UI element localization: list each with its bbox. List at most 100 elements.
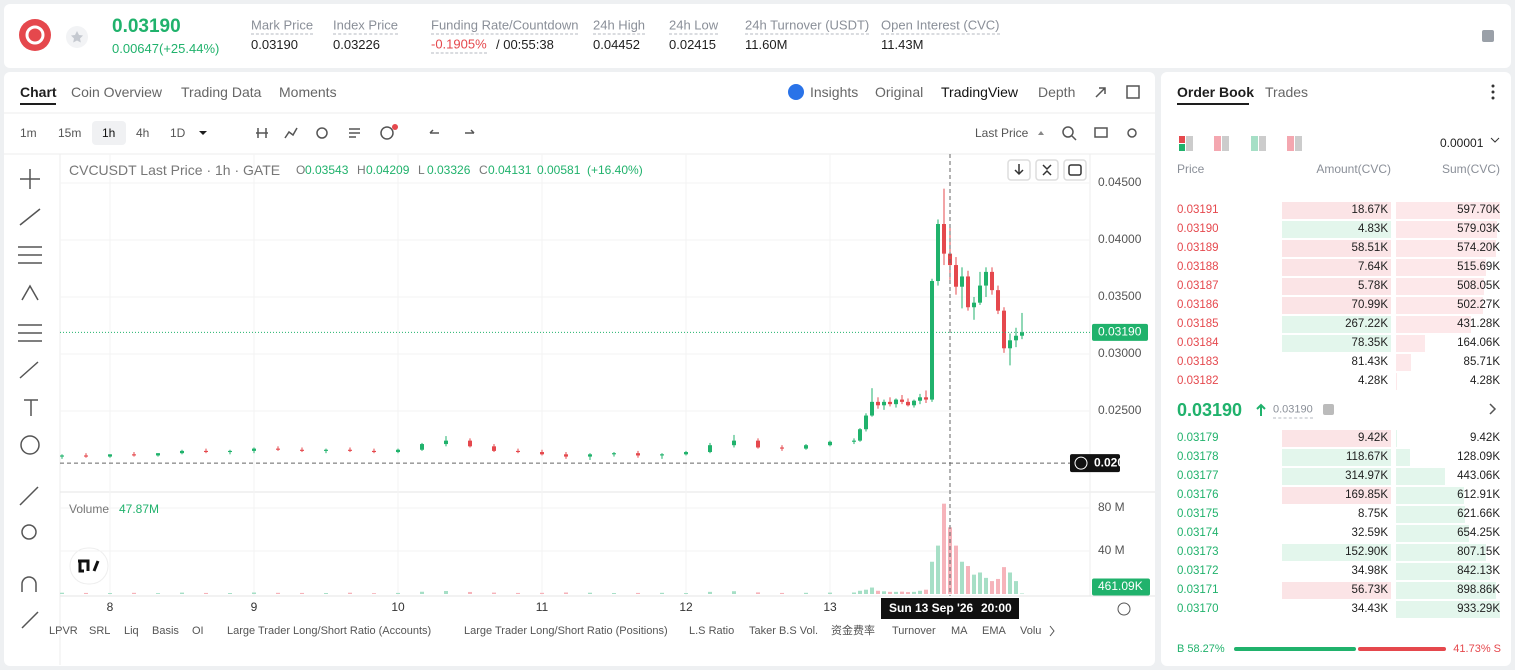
candle-body — [515, 450, 520, 453]
scroll-arrow[interactable] — [1049, 625, 1055, 637]
view-tab[interactable]: Original — [875, 84, 924, 100]
ohlc-value: 0.04131 — [488, 163, 532, 177]
amount-flash — [1282, 239, 1391, 257]
tab[interactable]: Moments — [279, 84, 337, 100]
book-price: 0.03187 — [1177, 280, 1219, 292]
x-tick-label: 9 — [251, 600, 258, 614]
volume-bar — [966, 566, 971, 594]
coin-logo-mark — [25, 25, 45, 45]
candle-body — [966, 276, 971, 308]
indicator[interactable]: Turnover — [892, 625, 936, 637]
candle-body — [347, 449, 352, 451]
depth-bar — [1396, 505, 1466, 523]
precision[interactable]: 0.00001 — [1440, 136, 1484, 150]
indicator[interactable]: MA — [951, 625, 968, 637]
tab[interactable]: Coin Overview — [71, 84, 163, 100]
x-tick-label: 11 — [536, 600, 549, 614]
chart-buttons[interactable] — [1007, 159, 1087, 181]
ohlc-value: 0.03326 — [427, 163, 471, 177]
book-price: 0.03191 — [1177, 204, 1219, 216]
indicator[interactable]: Taker B.S Vol. — [749, 625, 819, 637]
indicator[interactable]: SRL — [89, 625, 111, 637]
book-sum: 128.09K — [1457, 451, 1500, 463]
volume-bar — [155, 593, 160, 594]
candle-body — [419, 444, 424, 450]
window-icon[interactable] — [1126, 85, 1140, 99]
candle-body — [954, 265, 959, 287]
tab[interactable]: Chart — [20, 84, 57, 100]
book-sum: 933.29K — [1457, 603, 1500, 615]
book-price: 0.03178 — [1177, 451, 1219, 463]
depth-bar — [1396, 220, 1497, 238]
book-price: 0.03186 — [1177, 299, 1219, 311]
interval[interactable]: 15m — [58, 126, 82, 140]
view-tab[interactable]: TradingView — [941, 84, 1019, 100]
book-price: 0.03176 — [1177, 489, 1219, 501]
price-type[interactable]: Last Price — [975, 126, 1029, 140]
indicator[interactable]: EMA — [982, 625, 1006, 637]
volume-tick-label: 40 M — [1098, 543, 1125, 557]
amount-flash — [1282, 258, 1391, 276]
book-sum: 9.42K — [1469, 432, 1500, 444]
book-price: 0.03171 — [1177, 584, 1219, 596]
volume-bar — [972, 574, 977, 594]
candle-body — [275, 448, 280, 450]
volume-bar — [467, 591, 472, 594]
indicator[interactable]: Liq — [124, 625, 139, 637]
tv-logo-mark — [78, 559, 100, 573]
settings-icon[interactable] — [1117, 602, 1131, 616]
expand-icon[interactable] — [1095, 87, 1106, 98]
more-icon[interactable] — [1491, 84, 1495, 100]
interval[interactable]: 4h — [136, 126, 150, 140]
amount-flash — [1282, 581, 1391, 599]
book-price: 0.03175 — [1177, 508, 1219, 520]
ohlc-value: 0.04209 — [366, 163, 410, 177]
candle-body — [660, 454, 665, 456]
book-sum: 443.06K — [1457, 470, 1500, 482]
view-tab[interactable]: Depth — [1038, 84, 1076, 100]
dropdown-arrow[interactable] — [199, 131, 207, 135]
volume-bar — [131, 592, 136, 594]
book-view-icons[interactable] — [1179, 136, 1302, 151]
dropdown-arrow[interactable] — [1490, 137, 1500, 143]
depth-bar — [1396, 600, 1500, 618]
y-tick-label: 0.04000 — [1098, 232, 1142, 246]
candle-body — [900, 399, 905, 402]
indicator[interactable]: OI — [192, 625, 204, 637]
candle-body — [59, 455, 64, 457]
indicator[interactable]: LPVR — [49, 625, 78, 637]
dropdown-arrow[interactable] — [1038, 131, 1044, 135]
indicator[interactable]: Large Trader Long/Short Ratio (Accounts) — [227, 625, 432, 637]
interval[interactable]: 1m — [20, 126, 37, 140]
book-tab[interactable]: Trades — [1265, 84, 1309, 100]
candle-body — [467, 440, 472, 447]
depth-bar — [1396, 239, 1496, 257]
indicator[interactable]: Volu — [1020, 625, 1042, 637]
depth-bar — [1396, 581, 1497, 599]
book-tab[interactable]: Order Book — [1177, 84, 1255, 100]
amount-flash — [1282, 315, 1391, 333]
coin-logo — [19, 19, 51, 51]
candle-body — [906, 401, 911, 406]
tab[interactable]: Trading Data — [181, 84, 262, 100]
view-tab[interactable]: Insights — [810, 84, 859, 100]
indicator[interactable]: Basis — [152, 625, 179, 637]
sell-ratio: 41.73% S — [1453, 643, 1501, 655]
candle-body — [1002, 310, 1007, 349]
indicator[interactable]: L.S Ratio — [689, 625, 735, 637]
stat-value: 11.43M — [881, 37, 924, 52]
book-last: 0.03190 — [1177, 400, 1243, 420]
interval[interactable]: 1h — [102, 126, 116, 140]
interval[interactable]: 1D — [170, 126, 186, 140]
volume-bar — [732, 591, 737, 594]
indicator[interactable]: 资金费率 — [831, 625, 875, 637]
chevron[interactable] — [1489, 403, 1497, 415]
menu-icon[interactable] — [1482, 30, 1494, 42]
volume-bar — [203, 592, 208, 594]
volume-bar — [251, 592, 256, 594]
crosshair-price: 0.02043 — [1094, 455, 1138, 469]
stat-value: 11.60M — [745, 37, 788, 52]
indicator[interactable]: Large Trader Long/Short Ratio (Positions… — [464, 625, 668, 637]
depth-bar — [1396, 429, 1398, 447]
